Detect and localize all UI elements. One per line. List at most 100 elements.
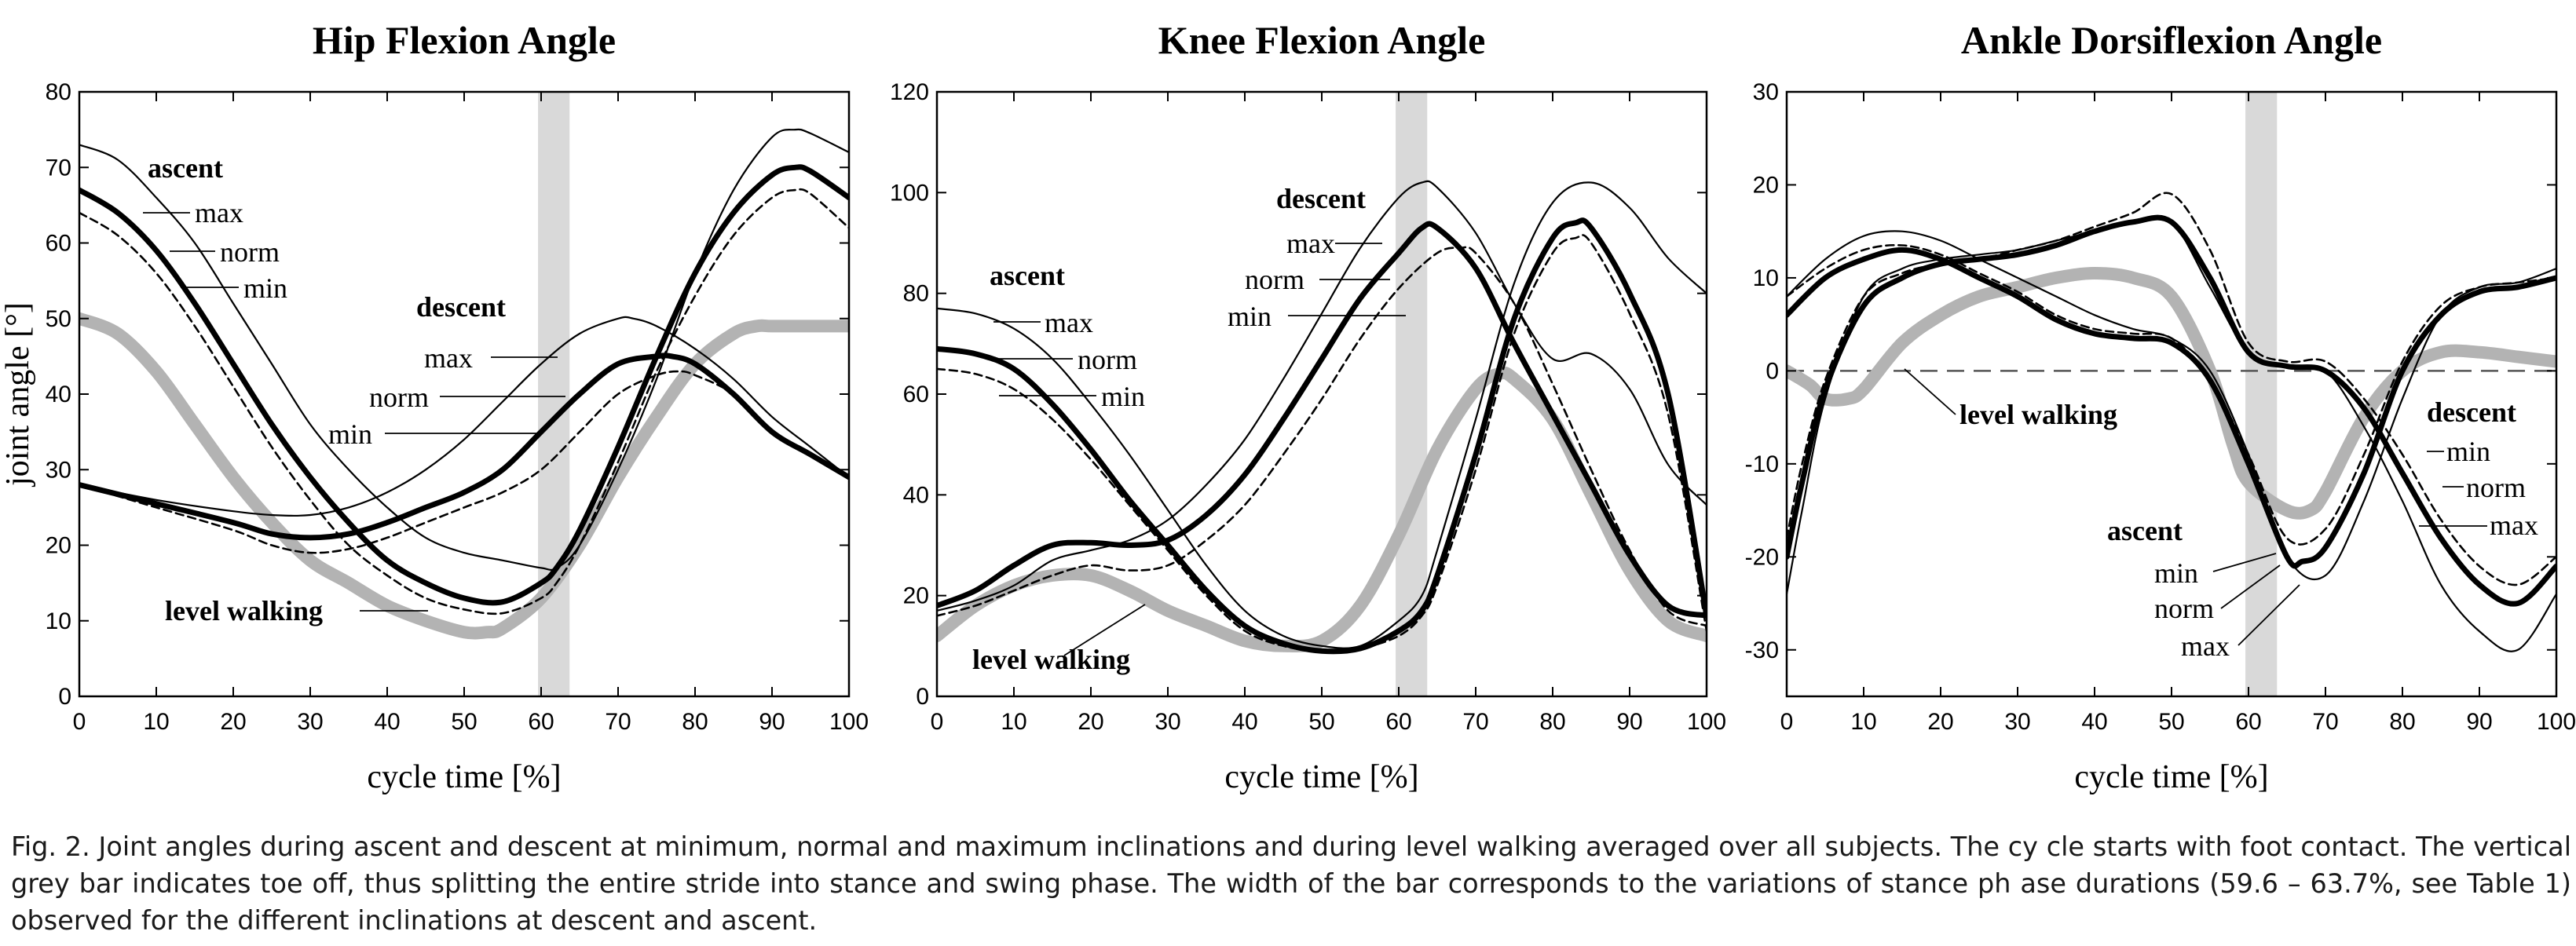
y-tick-label: 70 [46,155,71,181]
series-descent-norm [1787,214,2556,607]
annotation-leader-line [2212,553,2277,572]
chart-title: Knee Flexion Angle [1158,18,1486,62]
y-tick-label: 40 [46,382,71,407]
y-tick-label: 20 [903,583,929,609]
series-descent-max [79,316,849,517]
y-tick-label: 10 [46,608,71,634]
annotation-leader-line [1063,604,1146,656]
y-tick-label: 30 [1753,79,1779,105]
y-tick-label: 60 [903,382,929,407]
annotation-min: min [2154,557,2198,589]
series-descent-min [79,370,849,554]
annotation-min: min [1228,301,1272,332]
y-tick-label: 50 [46,306,71,332]
x-tick-label: 20 [220,709,246,735]
x-tick-label: 80 [1539,709,1565,735]
y-tick-label: 0 [916,684,929,710]
series-ascent-min [79,188,849,615]
series-descent-min [937,246,1707,627]
annotation-level-walking: level walking [1959,399,2117,430]
y-tick-label: 30 [46,457,71,483]
x-tick-label: 60 [1385,709,1411,735]
x-tick-label: 0 [73,709,86,735]
y-tick-label: 0 [58,684,71,710]
annotation-descent: descent [2427,396,2516,428]
x-tick-label: 40 [374,709,400,735]
x-tick-label: 100 [2537,709,2576,735]
annotation-leader-line [1904,368,1956,415]
x-tick-label: 10 [1001,709,1026,735]
y-axis-label: joint angle [°] [0,302,36,488]
chart-ankle-dorsiflexion: 0 10 20 30 40 50 60 70 80 90 100 -30 -20 -10 0 10 20 30 An… [1745,18,2576,795]
y-tick-label: 80 [46,79,71,105]
annotation-level-walking: level walking [972,644,1130,675]
x-tick-label: 30 [1154,709,1180,735]
annotation-norm: norm [1078,344,1137,375]
x-tick-label: 40 [1231,709,1257,735]
y-tick-label: -20 [1745,544,1779,570]
y-tick-label: -10 [1745,451,1779,477]
x-tick-label: 100 [1687,709,1726,735]
x-tick-label: 80 [2389,709,2415,735]
x-tick-label: 50 [2158,709,2184,735]
y-tick-label: 0 [1766,358,1779,384]
x-tick-label: 90 [2466,709,2492,735]
series-ascent-max [79,128,849,572]
chart-hip-flexion: 0 10 20 30 40 50 60 70 80 90 100 0 10 20 30 40 50 60 70 80 H… [0,18,869,795]
x-tick-label: 20 [1078,709,1103,735]
annotation-min: min [243,272,287,304]
y-tick-label: -30 [1745,637,1779,663]
y-tick-label: 20 [1753,172,1779,198]
x-tick-label: 70 [605,709,631,735]
series-ascent-norm [1787,247,2556,569]
series-ascent-max [1787,230,2556,580]
x-axis-label: cycle time [%] [1224,759,1418,795]
toe-off-bar [538,92,570,696]
annotation-min: min [2446,436,2490,467]
x-axis-label: cycle time [%] [2074,759,2268,795]
x-tick-label: 90 [1616,709,1642,735]
x-tick-label: 70 [1462,709,1488,735]
x-tick-label: 70 [2312,709,2338,735]
annotation-ascent: ascent [2107,515,2183,546]
y-tick-label: 20 [46,533,71,559]
series-descent-norm [79,352,849,541]
x-tick-label: 0 [1780,709,1794,735]
x-tick-label: 30 [297,709,323,735]
x-tick-label: 10 [143,709,169,735]
x-tick-label: 10 [1850,709,1876,735]
y-tick-label: 120 [890,79,929,105]
y-tick-label: 10 [1753,265,1779,291]
series-level-walking [79,312,849,640]
annotation-max: max [424,342,473,374]
x-tick-label: 60 [2235,709,2261,735]
annotation-norm: norm [220,236,280,268]
series-level-walking [1787,267,2556,520]
series-descent-max [937,180,1707,612]
annotation-leader-line [2220,564,2281,609]
y-tick-label: 40 [903,482,929,508]
annotation-descent: descent [1276,183,1366,214]
x-axis-label: cycle time [%] [367,759,561,795]
x-tick-label: 40 [2081,709,2107,735]
annotation-descent: descent [416,291,506,323]
annotation-norm: norm [2154,593,2214,624]
annotation-max: max [2181,630,2230,662]
x-tick-label: 50 [1308,709,1334,735]
series-level-walking [937,366,1707,653]
chart-title: Hip Flexion Angle [313,18,616,62]
annotation-level-walking: level walking [165,595,323,626]
annotation-norm: norm [369,382,429,413]
series-ascent-norm [937,217,1707,655]
x-tick-label: 60 [528,709,554,735]
x-tick-label: 30 [2004,709,2030,735]
y-tick-label: 80 [903,281,929,307]
x-tick-label: 0 [931,709,944,735]
series-ascent-norm [79,164,849,606]
y-tick-label: 100 [890,180,929,206]
annotation-ascent: ascent [148,152,223,184]
figure-caption: Fig. 2. Joint angles during ascent and d… [11,831,2571,936]
annotation-max: max [195,197,243,228]
annotation-norm: norm [1245,264,1304,295]
